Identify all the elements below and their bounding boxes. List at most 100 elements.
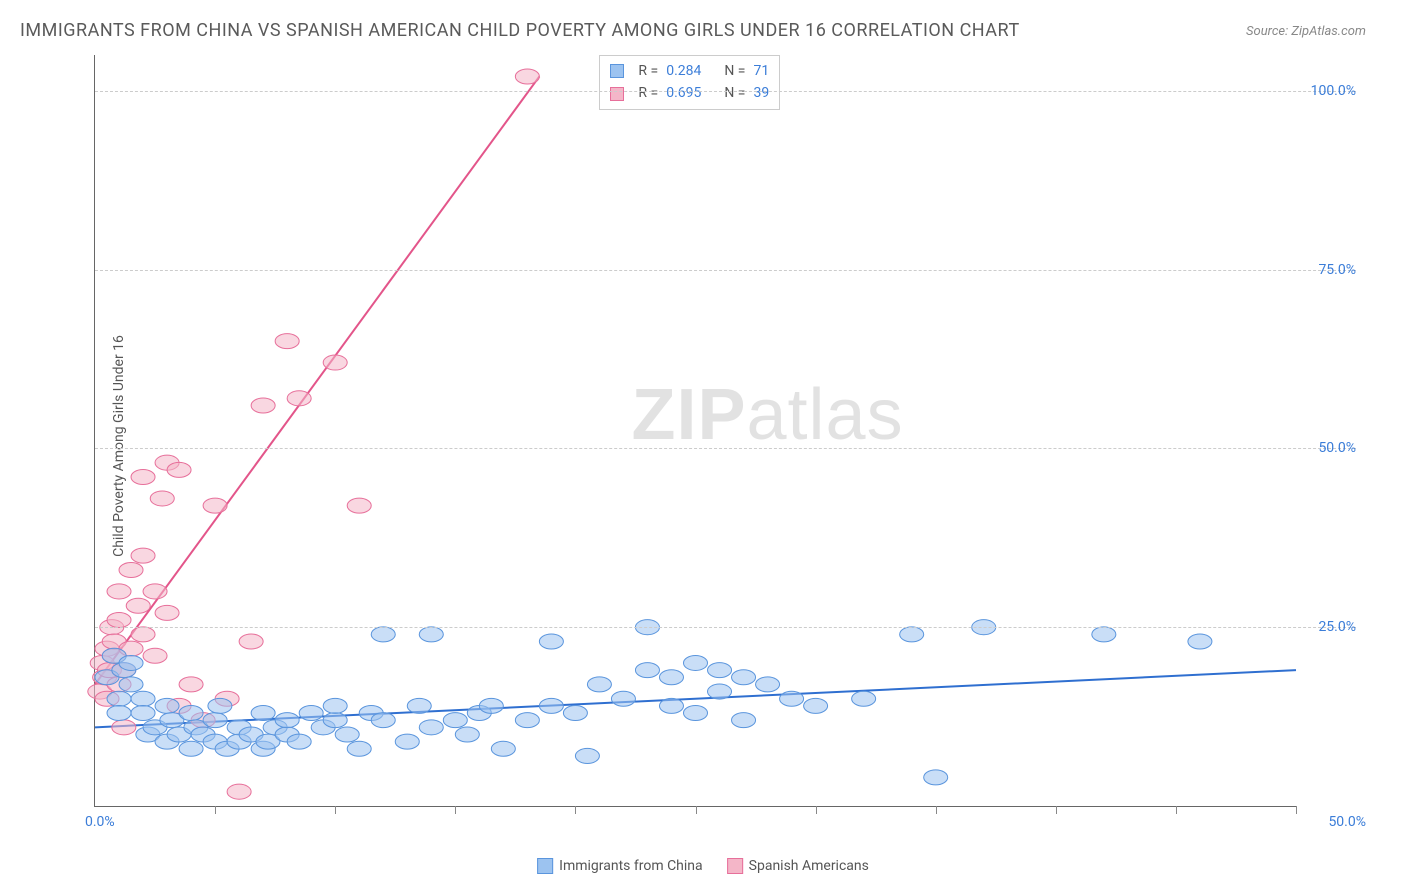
data-point bbox=[126, 598, 150, 613]
legend-item-series2: Spanish Americans bbox=[727, 858, 869, 874]
data-point bbox=[780, 691, 804, 706]
data-point bbox=[119, 655, 143, 670]
data-point bbox=[659, 698, 683, 713]
data-point bbox=[251, 706, 275, 721]
data-point bbox=[1188, 634, 1212, 649]
legend-label-series1: Immigrants from China bbox=[559, 858, 703, 874]
data-point bbox=[515, 69, 539, 84]
y-tick-label: 75.0% bbox=[1318, 262, 1356, 278]
legend-swatch-series2 bbox=[727, 858, 743, 874]
data-point bbox=[119, 677, 143, 692]
y-tick-label: 25.0% bbox=[1318, 619, 1356, 635]
stats-n-value-series1: 71 bbox=[753, 60, 769, 82]
data-point bbox=[371, 713, 395, 728]
legend-swatch-series1 bbox=[537, 858, 553, 874]
data-point bbox=[107, 706, 131, 721]
chart-title: IMMIGRANTS FROM CHINA VS SPANISH AMERICA… bbox=[20, 20, 1020, 41]
data-point bbox=[112, 720, 136, 735]
stats-n-value-series2: 39 bbox=[753, 82, 769, 104]
data-point bbox=[227, 784, 251, 799]
data-point bbox=[179, 706, 203, 721]
data-point bbox=[900, 627, 924, 642]
data-point bbox=[455, 727, 479, 742]
data-point bbox=[659, 670, 683, 685]
gridline bbox=[95, 448, 1356, 449]
data-point bbox=[335, 727, 359, 742]
stats-row-series2: R = 0.695 N = 39 bbox=[610, 82, 769, 104]
data-point bbox=[251, 398, 275, 413]
data-point bbox=[155, 605, 179, 620]
stats-row-series1: R = 0.284 N = 71 bbox=[610, 60, 769, 82]
x-axis-origin-label: 0.0% bbox=[85, 814, 115, 830]
source-attribution: Source: ZipAtlas.com bbox=[1246, 24, 1366, 39]
data-point bbox=[479, 698, 503, 713]
data-point bbox=[287, 734, 311, 749]
y-tick-label: 50.0% bbox=[1318, 440, 1356, 456]
data-point bbox=[275, 713, 299, 728]
data-point bbox=[323, 355, 347, 370]
data-point bbox=[155, 698, 179, 713]
x-tick bbox=[816, 806, 817, 814]
chart-container: ZIPatlas 0.0% 50.0% R = 0.284 N = 71 R =… bbox=[50, 55, 1366, 837]
data-point bbox=[515, 713, 539, 728]
x-tick bbox=[696, 806, 697, 814]
data-point bbox=[539, 634, 563, 649]
data-point bbox=[347, 741, 371, 756]
data-point bbox=[323, 698, 347, 713]
data-point bbox=[683, 655, 707, 670]
data-point bbox=[131, 627, 155, 642]
stats-n-label: N = bbox=[724, 82, 745, 104]
stats-swatch-series1 bbox=[610, 64, 624, 78]
data-point bbox=[708, 684, 732, 699]
data-point bbox=[419, 720, 443, 735]
data-point bbox=[347, 498, 371, 513]
x-tick bbox=[1056, 806, 1057, 814]
x-tick bbox=[215, 806, 216, 814]
data-point bbox=[167, 462, 191, 477]
data-point bbox=[852, 691, 876, 706]
data-point bbox=[539, 698, 563, 713]
data-point bbox=[208, 698, 232, 713]
data-point bbox=[419, 627, 443, 642]
stats-r-label: R = bbox=[638, 60, 658, 82]
data-point bbox=[131, 548, 155, 563]
data-point bbox=[239, 634, 263, 649]
data-point bbox=[611, 691, 635, 706]
y-tick-label: 100.0% bbox=[1311, 83, 1356, 99]
data-point bbox=[203, 498, 227, 513]
data-point bbox=[119, 562, 143, 577]
data-point bbox=[131, 706, 155, 721]
legend: Immigrants from China Spanish Americans bbox=[537, 858, 869, 874]
data-point bbox=[323, 713, 347, 728]
data-point bbox=[143, 648, 167, 663]
legend-label-series2: Spanish Americans bbox=[749, 858, 869, 874]
data-point bbox=[635, 663, 659, 678]
gridline bbox=[95, 627, 1356, 628]
data-point bbox=[756, 677, 780, 692]
gridline bbox=[95, 270, 1356, 271]
stats-swatch-series2 bbox=[610, 87, 624, 101]
data-point bbox=[587, 677, 611, 692]
data-point bbox=[203, 713, 227, 728]
data-point bbox=[107, 613, 131, 628]
stats-n-label: N = bbox=[724, 60, 745, 82]
data-point bbox=[371, 627, 395, 642]
data-point bbox=[179, 677, 203, 692]
data-point bbox=[299, 706, 323, 721]
data-point bbox=[131, 691, 155, 706]
data-point bbox=[150, 491, 174, 506]
data-point bbox=[143, 584, 167, 599]
data-point bbox=[563, 706, 587, 721]
correlation-stats-box: R = 0.284 N = 71 R = 0.695 N = 39 bbox=[599, 55, 780, 110]
data-point bbox=[275, 334, 299, 349]
data-point bbox=[287, 391, 311, 406]
x-tick bbox=[455, 806, 456, 814]
x-tick bbox=[1296, 806, 1297, 814]
data-point bbox=[924, 770, 948, 785]
data-point bbox=[407, 698, 431, 713]
data-point bbox=[443, 713, 467, 728]
x-tick bbox=[575, 806, 576, 814]
data-point bbox=[575, 748, 599, 763]
data-point bbox=[683, 706, 707, 721]
x-axis-max-label: 50.0% bbox=[1328, 814, 1366, 830]
